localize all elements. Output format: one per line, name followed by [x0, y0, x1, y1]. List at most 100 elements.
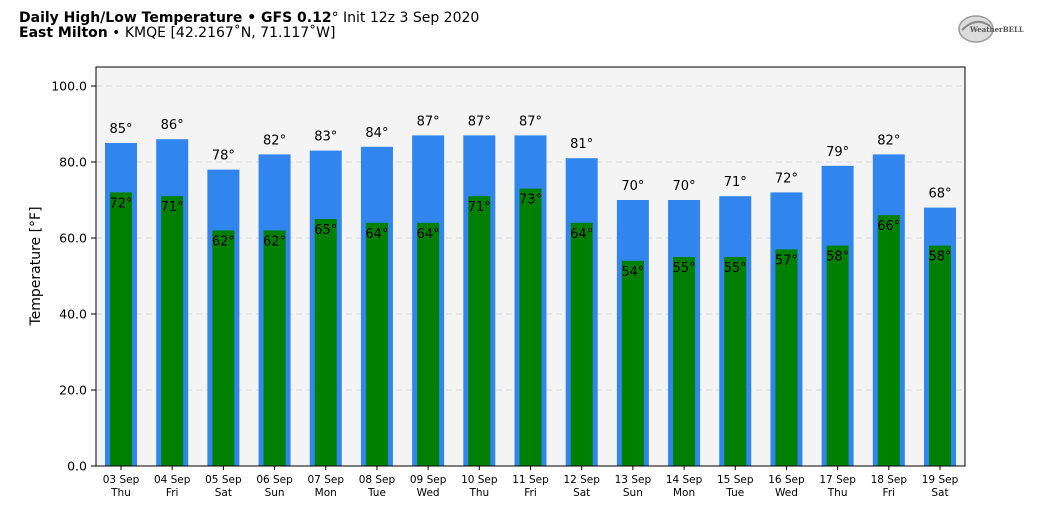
low-value-label: 58°	[928, 250, 951, 265]
low-bar	[775, 249, 798, 466]
low-bar	[570, 222, 593, 466]
y-tick-label: 60.0	[59, 231, 87, 246]
y-tick-label: 40.0	[59, 307, 87, 322]
low-bar	[417, 222, 440, 466]
low-value-label: 58°	[826, 250, 849, 265]
x-tick-date-label: 18 Sep	[871, 474, 908, 486]
high-value-label: 87°	[468, 114, 491, 129]
high-value-label: 82°	[263, 133, 286, 148]
chart-title: Daily High/Low Temperature • GFS 0.12° I…	[19, 10, 479, 26]
x-tick-day-label: Tue	[367, 487, 386, 499]
x-tick-day-label: Sat	[931, 487, 948, 499]
low-value-label: 57°	[775, 253, 798, 268]
weatherbell-logo: WeatherBELL	[958, 15, 1024, 43]
y-tick-label: 0.0	[67, 459, 87, 474]
x-tick-date-label: 15 Sep	[717, 474, 754, 486]
plot-frame	[95, 66, 966, 467]
x-tick-day-label: Mon	[673, 487, 695, 499]
low-bar	[263, 230, 286, 466]
low-value-label: 73°	[519, 193, 542, 208]
y-tick-label: 100.0	[51, 79, 87, 94]
data-labels: 85° 72° 86° 71° 78° 62° 82° 62° 83° 65° 84° 64° 87° 6…	[109, 114, 951, 279]
x-tick-date-label: 16 Sep	[768, 474, 805, 486]
y-axis-ticks: 0.0 20.0 40.0 60.0 80.0 100.0	[51, 79, 96, 474]
x-tick-date-label: 12 Sep	[563, 474, 600, 486]
low-value-label: 64°	[417, 227, 440, 242]
weatherbell-swirl-stroke	[961, 20, 991, 31]
high-value-label: 70°	[621, 179, 644, 194]
x-tick-day-label: Fri	[524, 487, 537, 499]
y-axis-label: Temperature [°F]	[28, 206, 44, 326]
x-tick-day-label: Sat	[215, 487, 232, 499]
x-tick-date-label: 17 Sep	[819, 474, 856, 486]
x-tick-day-label: Fri	[883, 487, 896, 499]
x-tick-day-label: Tue	[725, 487, 744, 499]
high-value-label: 72°	[775, 171, 798, 186]
x-tick-day-label: Mon	[315, 487, 337, 499]
low-value-label: 64°	[570, 227, 593, 242]
low-value-label: 71°	[161, 200, 184, 215]
low-bar	[365, 222, 388, 466]
x-tick-date-label: 06 Sep	[256, 474, 293, 486]
x-tick-date-label: 19 Sep	[922, 474, 959, 486]
low-value-label: 62°	[212, 234, 235, 249]
low-bar	[877, 215, 900, 466]
x-tick-day-label: Thu	[468, 487, 489, 499]
low-value-label: 65°	[314, 223, 337, 238]
x-tick-day-label: Wed	[417, 487, 440, 499]
high-value-label: 70°	[673, 179, 696, 194]
high-value-label: 71°	[724, 175, 747, 190]
high-value-label: 83°	[314, 130, 337, 145]
high-value-label: 85°	[109, 122, 132, 137]
x-tick-date-label: 04 Sep	[154, 474, 191, 486]
low-bar	[468, 196, 491, 466]
bars	[105, 135, 956, 467]
high-value-label: 79°	[826, 145, 849, 160]
low-bar	[724, 257, 747, 466]
x-tick-date-label: 08 Sep	[359, 474, 396, 486]
low-value-label: 55°	[724, 261, 747, 276]
x-tick-date-label: 03 Sep	[103, 474, 140, 486]
low-value-label: 62°	[263, 234, 286, 249]
logo-text: WeatherBELL	[969, 25, 1024, 34]
high-value-label: 87°	[519, 114, 542, 129]
chart-subtitle: East Milton • KMQE [42.2167˚N, 71.117˚W]	[19, 24, 335, 41]
x-tick-date-label: 09 Sep	[410, 474, 447, 486]
high-value-label: 68°	[928, 187, 951, 202]
high-value-label: 81°	[570, 137, 593, 152]
x-tick-date-label: 11 Sep	[512, 474, 549, 486]
high-value-label: 82°	[877, 133, 900, 148]
high-value-label: 87°	[417, 114, 440, 129]
low-bar	[621, 260, 644, 466]
x-tick-day-label: Sun	[265, 487, 285, 499]
low-value-label: 64°	[365, 227, 388, 242]
x-tick-day-label: Thu	[827, 487, 848, 499]
low-value-label: 72°	[109, 196, 132, 211]
low-value-label: 55°	[673, 261, 696, 276]
y-tick-label: 20.0	[59, 383, 87, 398]
x-tick-date-label: 07 Sep	[308, 474, 345, 486]
low-bar	[314, 219, 337, 466]
x-tick-date-label: 14 Sep	[666, 474, 703, 486]
low-value-label: 71°	[468, 200, 491, 215]
x-tick-day-label: Sun	[623, 487, 643, 499]
high-value-label: 78°	[212, 149, 235, 164]
low-value-label: 54°	[621, 265, 644, 280]
low-bar	[161, 196, 184, 466]
x-tick-day-label: Sat	[573, 487, 590, 499]
x-tick-day-label: Wed	[775, 487, 798, 499]
low-bar	[929, 245, 951, 466]
x-tick-day-label: Thu	[110, 487, 131, 499]
low-bar	[826, 245, 849, 466]
x-tick-day-label: Fri	[166, 487, 179, 499]
low-bar	[110, 192, 132, 466]
low-value-label: 66°	[877, 219, 900, 234]
y-tick-label: 80.0	[59, 155, 87, 170]
low-bar	[673, 257, 696, 466]
x-tick-date-label: 10 Sep	[461, 474, 498, 486]
low-bar	[212, 230, 235, 466]
x-tick-date-label: 05 Sep	[205, 474, 242, 486]
x-tick-date-label: 13 Sep	[615, 474, 652, 486]
